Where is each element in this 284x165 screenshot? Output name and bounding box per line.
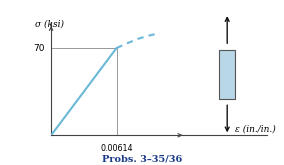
Text: ε (in./in.): ε (in./in.) <box>235 124 275 133</box>
Text: 0.00614: 0.00614 <box>100 144 133 153</box>
Text: σ (ksi): σ (ksi) <box>35 19 64 28</box>
Text: 70: 70 <box>33 44 45 52</box>
Text: Probs. 3–35/36: Probs. 3–35/36 <box>102 154 182 163</box>
